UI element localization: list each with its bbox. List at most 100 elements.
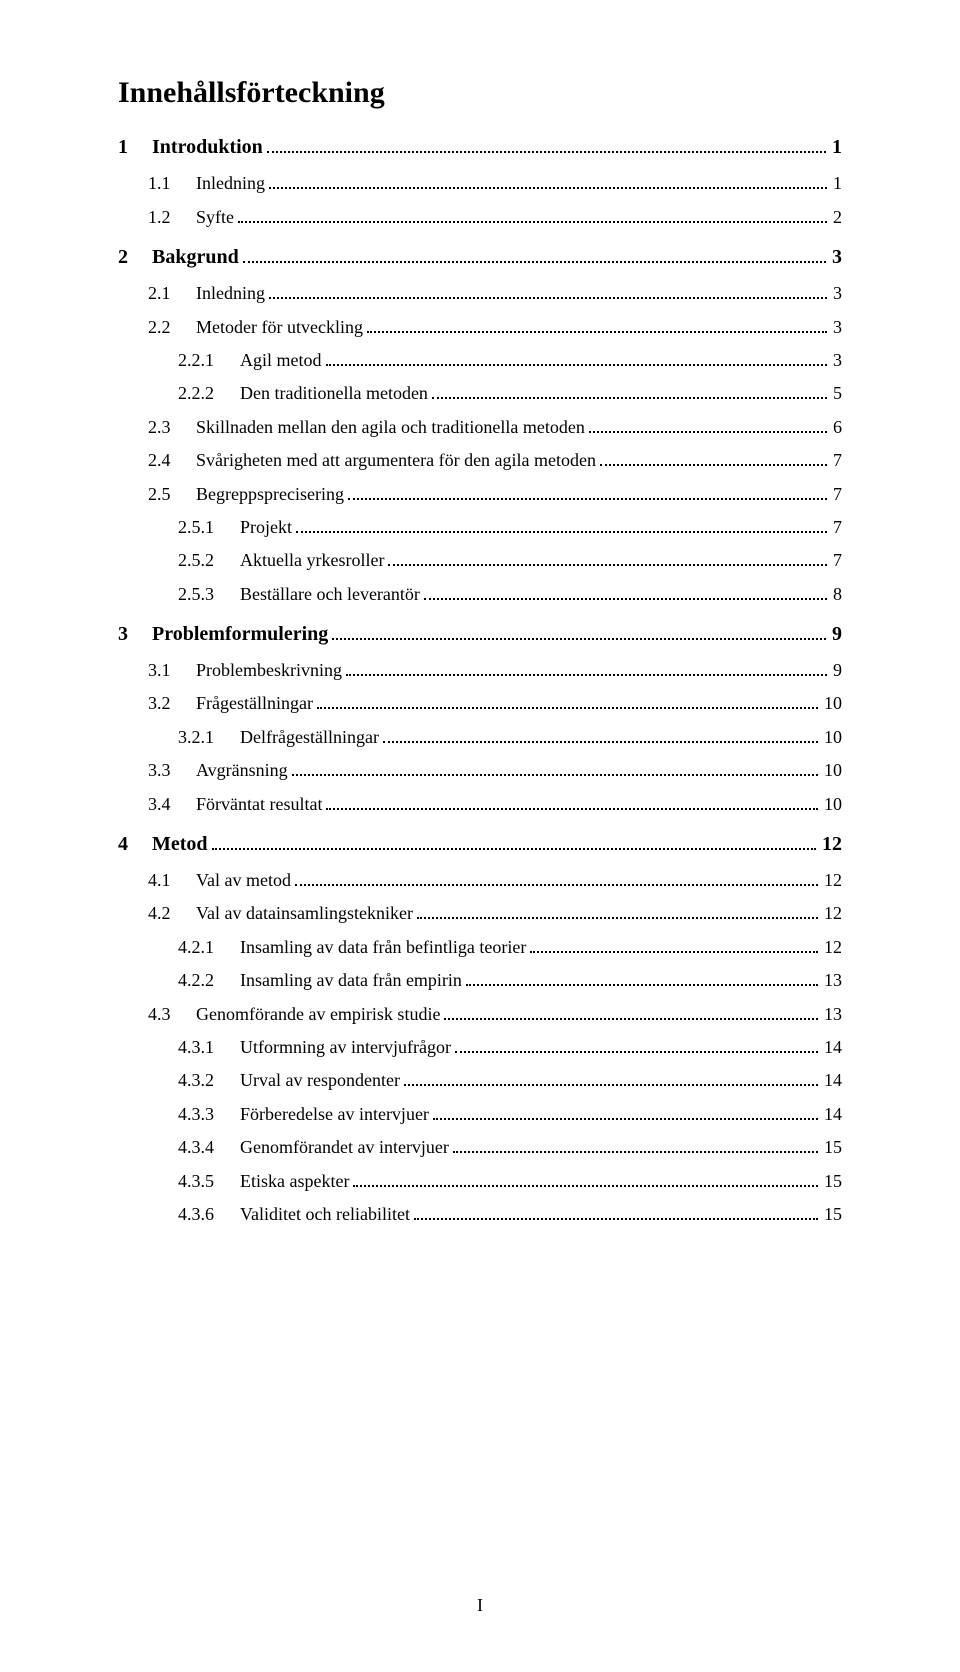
toc-entry-label: Projekt bbox=[240, 517, 292, 538]
toc-leader-dots bbox=[295, 870, 818, 886]
toc-entry-label: Etiska aspekter bbox=[240, 1171, 349, 1192]
toc-entry-number: 4.3.6 bbox=[178, 1204, 226, 1225]
toc-entry-label: Insamling av data från befintliga teorie… bbox=[240, 937, 526, 958]
toc-entry: 4.1Val av metod12 bbox=[118, 870, 842, 891]
toc-entry: 1Introduktion1 bbox=[118, 136, 842, 159]
toc-entry-number: 4.3.3 bbox=[178, 1104, 226, 1125]
toc-entry: 4.3.1Utformning av intervjufrågor14 bbox=[118, 1037, 842, 1058]
toc-entry: 4.3.4Genomförandet av intervjuer15 bbox=[118, 1137, 842, 1158]
toc-entry-number: 4.3.1 bbox=[178, 1037, 226, 1058]
toc-entry-label: Inledning bbox=[196, 283, 265, 304]
toc-leader-dots bbox=[432, 383, 827, 399]
toc-entry-page: 3 bbox=[833, 283, 842, 304]
toc-entry-label: Problembeskrivning bbox=[196, 660, 342, 681]
toc-leader-dots bbox=[589, 416, 827, 432]
toc-entry-number: 4.3.5 bbox=[178, 1171, 226, 1192]
toc-entry-number: 4.2 bbox=[148, 903, 182, 924]
toc-entry: 4.2.2Insamling av data från empirin13 bbox=[118, 970, 842, 991]
toc-entry: 2.3 Skillnaden mellan den agila och tradi… bbox=[118, 416, 842, 437]
toc-entry-page: 8 bbox=[833, 584, 842, 605]
toc-entry-page: 1 bbox=[832, 136, 842, 159]
toc-leader-dots bbox=[388, 550, 827, 566]
toc-entry-page: 10 bbox=[824, 760, 842, 781]
toc-entry-label: Metoder för utveckling bbox=[196, 317, 363, 338]
toc-entry-number: 1 bbox=[118, 136, 128, 159]
toc-entry-page: 5 bbox=[833, 383, 842, 404]
toc-entry: 4Metod12 bbox=[118, 833, 842, 856]
toc-entry-page: 7 bbox=[833, 550, 842, 571]
toc-leader-dots bbox=[466, 970, 818, 986]
toc-leader-dots bbox=[292, 760, 818, 776]
toc-entry-page: 12 bbox=[824, 870, 842, 891]
toc-leader-dots bbox=[269, 173, 827, 189]
toc-entry-number: 3.2 bbox=[148, 693, 182, 714]
toc-leader-dots bbox=[296, 517, 827, 533]
toc-leader-dots bbox=[212, 833, 816, 849]
toc-entry-number: 4.1 bbox=[148, 870, 182, 891]
toc-entry-number: 2.5 bbox=[148, 484, 182, 505]
toc-entry-label: Genomförande av empirisk studie bbox=[196, 1004, 440, 1025]
toc-entry-page: 12 bbox=[824, 903, 842, 924]
toc-entry-number: 2.2 bbox=[148, 317, 182, 338]
toc-leader-dots bbox=[600, 450, 827, 466]
toc-entry-label: Bakgrund bbox=[152, 246, 239, 269]
toc-entry: 3.2.1Delfrågeställningar10 bbox=[118, 726, 842, 747]
toc-leader-dots bbox=[367, 316, 827, 332]
toc-entry-label: Urval av respondenter bbox=[240, 1070, 400, 1091]
toc-entry: 1.2Syfte2 bbox=[118, 206, 842, 227]
toc-entry-number: 4.3.4 bbox=[178, 1137, 226, 1158]
toc-entry-number: 3.3 bbox=[148, 760, 182, 781]
toc-entry: 2Bakgrund3 bbox=[118, 246, 842, 269]
toc-entry-label: Förberedelse av intervjuer bbox=[240, 1104, 429, 1125]
toc-entry-page: 10 bbox=[824, 693, 842, 714]
toc-leader-dots bbox=[269, 283, 827, 299]
toc-leader-dots bbox=[317, 693, 818, 709]
toc-entry-label: Frågeställningar bbox=[196, 693, 313, 714]
toc-entry-number: 2.5.3 bbox=[178, 584, 226, 605]
toc-entry-page: 3 bbox=[832, 246, 842, 269]
toc-entry-page: 14 bbox=[824, 1104, 842, 1125]
toc-entry-label: Problemformulering bbox=[152, 623, 328, 646]
toc-entry-number: 4.3 bbox=[148, 1004, 182, 1025]
toc-entry-number: 1.2 bbox=[148, 207, 182, 228]
toc-entry-page: 9 bbox=[832, 623, 842, 646]
toc-entry-page: 9 bbox=[833, 660, 842, 681]
toc-entry-number: 3.4 bbox=[148, 794, 182, 815]
toc-leader-dots bbox=[346, 660, 827, 676]
toc-entry-label: Inledning bbox=[196, 173, 265, 194]
toc-entry-number: 4.2.1 bbox=[178, 937, 226, 958]
toc-entry: 4.3.6 Validitet och reliabilitet 15 bbox=[118, 1204, 842, 1225]
toc-entry-page: 15 bbox=[824, 1204, 842, 1225]
toc-entry: 3.1Problembeskrivning9 bbox=[118, 660, 842, 681]
toc-leader-dots bbox=[424, 583, 827, 599]
toc-entry-page: 10 bbox=[824, 794, 842, 815]
toc-leader-dots bbox=[444, 1003, 818, 1019]
toc-leader-dots bbox=[404, 1070, 818, 1086]
toc-entry-label: Validitet och reliabilitet bbox=[240, 1204, 410, 1225]
toc-entry: 2.2Metoder för utveckling3 bbox=[118, 316, 842, 337]
toc-entry: 3Problemformulering9 bbox=[118, 623, 842, 646]
toc-entry-page: 14 bbox=[824, 1037, 842, 1058]
toc-entry-number: 2.1 bbox=[148, 283, 182, 304]
toc-entry: 4.3.2Urval av respondenter14 bbox=[118, 1070, 842, 1091]
toc-entry-page: 7 bbox=[833, 484, 842, 505]
toc-entry-page: 10 bbox=[824, 727, 842, 748]
toc-leader-dots bbox=[383, 726, 818, 742]
toc-entry-label: Val av datainsamlingstekniker bbox=[196, 903, 413, 924]
toc-entry-number: 2.3 bbox=[148, 417, 182, 438]
toc-entry-label: Förväntat resultat bbox=[196, 794, 322, 815]
toc-entry: 3.2 Frågeställningar 10 bbox=[118, 693, 842, 714]
toc-entry-label: Skillnaden mellan den agila och traditio… bbox=[196, 417, 585, 438]
toc-entry-number: 2.4 bbox=[148, 450, 182, 471]
toc-entry-number: 4.2.2 bbox=[178, 970, 226, 991]
toc-entry-number: 2.2.1 bbox=[178, 350, 226, 371]
toc-entry-page: 13 bbox=[824, 1004, 842, 1025]
toc-leader-dots bbox=[243, 246, 826, 262]
toc-entry-page: 3 bbox=[833, 350, 842, 371]
toc-leader-dots bbox=[417, 903, 818, 919]
toc-leader-dots bbox=[433, 1103, 818, 1119]
toc-entry: 2.1 Inledning 3 bbox=[118, 283, 842, 304]
toc-entry-page: 1 bbox=[833, 173, 842, 194]
toc-entry: 2.4Svårigheten med att argumentera för d… bbox=[118, 450, 842, 471]
toc-entry-label: Aktuella yrkesroller bbox=[240, 550, 384, 571]
